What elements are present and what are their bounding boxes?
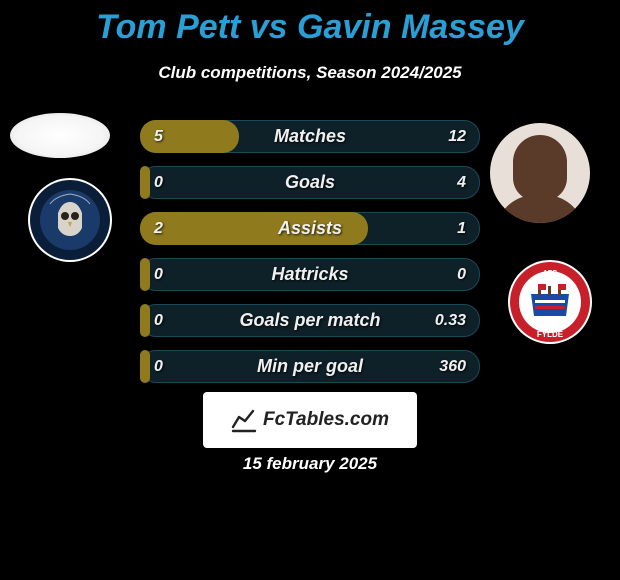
stat-label: Goals per match [140, 304, 480, 337]
stat-row: 0 0 Hattricks [140, 258, 480, 291]
svg-text:AFC: AFC [543, 270, 557, 277]
stat-row: 2 1 Assists [140, 212, 480, 245]
stats-bars: 5 12 Matches 0 4 Goals 2 1 Assists 0 0 H… [140, 120, 480, 396]
stat-row: 0 0.33 Goals per match [140, 304, 480, 337]
branding-badge: FcTables.com [203, 392, 417, 448]
chart-icon [231, 407, 257, 433]
stat-row: 0 4 Goals [140, 166, 480, 199]
svg-text:FYLDE: FYLDE [537, 330, 564, 339]
branding-text: FcTables.com [263, 409, 389, 431]
player-2-avatar [490, 123, 590, 223]
stat-row: 0 360 Min per goal [140, 350, 480, 383]
club-2-logo: AFC FYLDE [508, 260, 592, 344]
stat-label: Hattricks [140, 258, 480, 291]
stat-row: 5 12 Matches [140, 120, 480, 153]
stat-label: Assists [140, 212, 480, 245]
player-1-avatar [10, 113, 110, 158]
stat-label: Min per goal [140, 350, 480, 383]
page-title: Tom Pett vs Gavin Massey [0, 0, 620, 47]
stat-label: Goals [140, 166, 480, 199]
club-1-logo [28, 178, 112, 262]
page-subtitle: Club competitions, Season 2024/2025 [0, 63, 620, 83]
stat-label: Matches [140, 120, 480, 153]
footer-date: 15 february 2025 [0, 454, 620, 474]
